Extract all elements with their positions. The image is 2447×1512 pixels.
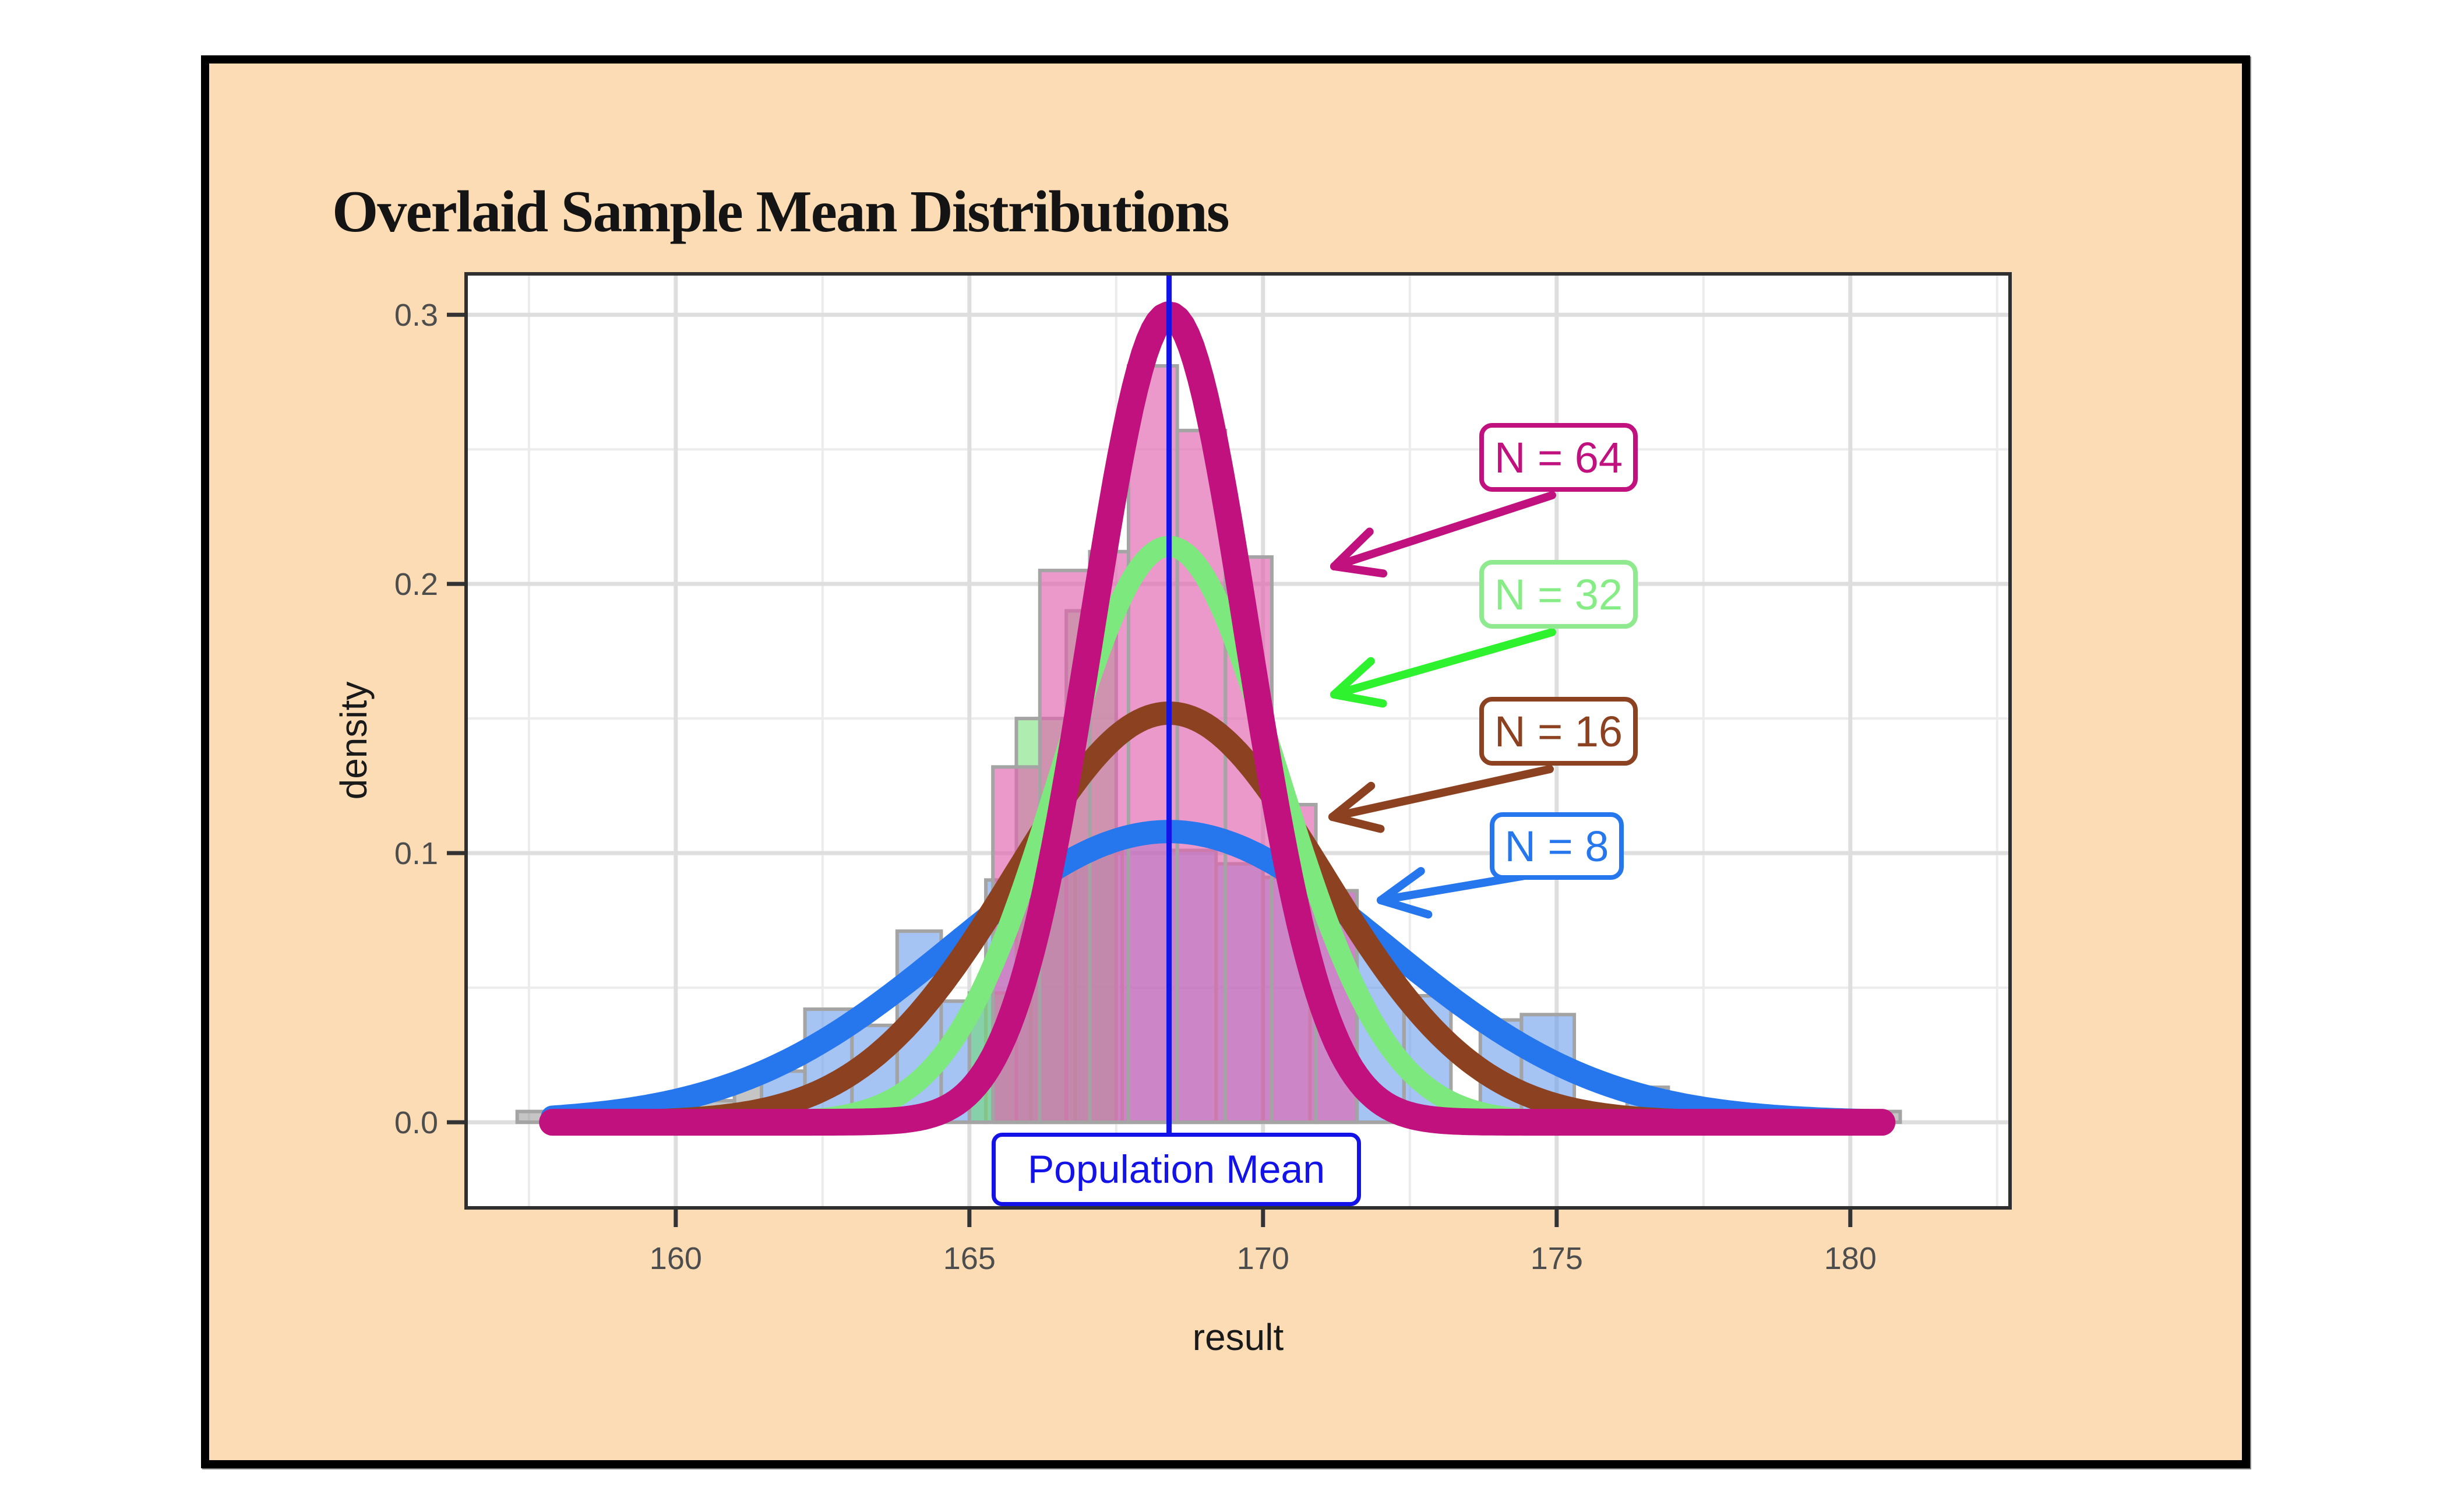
annotation-label-n8: N = 8 <box>1490 812 1624 880</box>
y-tick-label: 0.2 <box>394 567 438 602</box>
x-tick-label: 160 <box>650 1241 702 1276</box>
panel-frame <box>464 272 2012 1210</box>
y-tick-label: 0.0 <box>394 1105 438 1140</box>
annotation-arrowhead <box>1330 562 1388 578</box>
annotation-arrowhead <box>1328 813 1385 833</box>
density-curve-n8 <box>541 820 1894 1133</box>
population-mean-label: Population Mean <box>992 1133 1361 1206</box>
annotation-arrowhead <box>1330 527 1374 570</box>
annotation-arrow-shaft <box>1330 628 1556 699</box>
x-tick-label: 165 <box>943 1241 996 1276</box>
annotation-arrows <box>1328 491 1556 919</box>
annotation-label-n16: N = 16 <box>1479 697 1638 766</box>
annotation-arrowhead <box>1328 781 1376 821</box>
annotation-label-n32: N = 32 <box>1479 560 1638 629</box>
annotation-arrow-shaft <box>1330 491 1556 570</box>
hist-n64-pink <box>991 364 1359 1125</box>
panel-border <box>464 272 2012 1210</box>
x-tick-label: 180 <box>1824 1241 1877 1276</box>
annotation-label-n64: N = 64 <box>1479 423 1638 492</box>
density-curve-n64 <box>539 301 1896 1136</box>
y-tick-label: 0.3 <box>394 298 438 333</box>
annotation-arrowhead <box>1330 657 1375 699</box>
x-tick-label: 175 <box>1531 1241 1583 1276</box>
chart-title: Overlaid Sample Mean Distributions <box>332 179 1230 245</box>
x-axis-title: result <box>1192 1316 1284 1358</box>
x-tick-label: 170 <box>1237 1241 1289 1276</box>
annotation-arrowhead <box>1377 867 1425 904</box>
axis-ticks: 160 165 170 175 180 0.0 0.1 0.2 0.3 <box>394 298 1877 1276</box>
annotation-arrowhead <box>1377 896 1433 919</box>
y-axis-title: density <box>333 681 375 800</box>
y-tick-label: 0.1 <box>394 836 438 871</box>
annotation-arrow-shaft <box>1328 765 1554 821</box>
annotation-arrowhead <box>1330 690 1387 708</box>
density-curves <box>539 301 1896 1136</box>
